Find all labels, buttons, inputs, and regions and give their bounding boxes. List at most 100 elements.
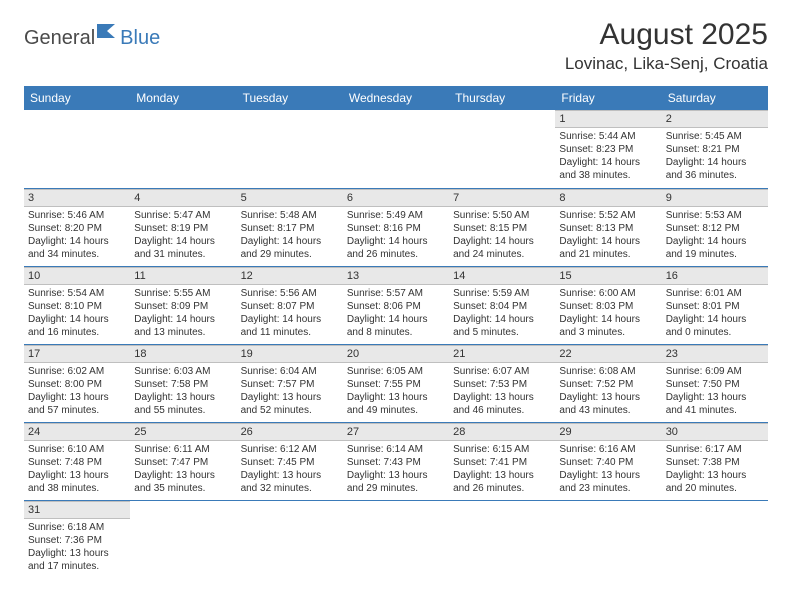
sunrise-line: Sunrise: 6:03 AM <box>134 365 232 378</box>
day-content: Sunrise: 5:50 AMSunset: 8:15 PMDaylight:… <box>449 207 555 265</box>
calendar-cell <box>130 500 236 578</box>
calendar-cell: 16Sunrise: 6:01 AMSunset: 8:01 PMDayligh… <box>662 266 768 344</box>
daylight-line: Daylight: 14 hours and 0 minutes. <box>666 313 764 339</box>
sunrise-line: Sunrise: 6:04 AM <box>241 365 339 378</box>
sunset-line: Sunset: 7:40 PM <box>559 456 657 469</box>
day-number: 5 <box>237 189 343 207</box>
sunrise-line: Sunrise: 6:07 AM <box>453 365 551 378</box>
calendar-cell <box>130 110 236 188</box>
sunset-line: Sunset: 7:48 PM <box>28 456 126 469</box>
sunrise-line: Sunrise: 5:44 AM <box>559 130 657 143</box>
day-content: Sunrise: 6:08 AMSunset: 7:52 PMDaylight:… <box>555 363 661 421</box>
sunset-line: Sunset: 7:55 PM <box>347 378 445 391</box>
sunset-line: Sunset: 8:07 PM <box>241 300 339 313</box>
calendar-cell: 27Sunrise: 6:14 AMSunset: 7:43 PMDayligh… <box>343 422 449 500</box>
calendar-cell: 25Sunrise: 6:11 AMSunset: 7:47 PMDayligh… <box>130 422 236 500</box>
calendar-cell: 31Sunrise: 6:18 AMSunset: 7:36 PMDayligh… <box>24 500 130 578</box>
weekday-header: Monday <box>130 86 236 110</box>
calendar-row: 17Sunrise: 6:02 AMSunset: 8:00 PMDayligh… <box>24 344 768 422</box>
day-number: 6 <box>343 189 449 207</box>
calendar-cell: 29Sunrise: 6:16 AMSunset: 7:40 PMDayligh… <box>555 422 661 500</box>
calendar-cell: 30Sunrise: 6:17 AMSunset: 7:38 PMDayligh… <box>662 422 768 500</box>
day-number: 11 <box>130 267 236 285</box>
day-content: Sunrise: 5:45 AMSunset: 8:21 PMDaylight:… <box>662 128 768 186</box>
day-number: 21 <box>449 345 555 363</box>
calendar-cell: 3Sunrise: 5:46 AMSunset: 8:20 PMDaylight… <box>24 188 130 266</box>
daylight-line: Daylight: 14 hours and 8 minutes. <box>347 313 445 339</box>
day-number: 2 <box>662 110 768 128</box>
sunset-line: Sunset: 7:58 PM <box>134 378 232 391</box>
day-number: 20 <box>343 345 449 363</box>
day-content: Sunrise: 5:48 AMSunset: 8:17 PMDaylight:… <box>237 207 343 265</box>
day-content: Sunrise: 5:49 AMSunset: 8:16 PMDaylight:… <box>343 207 449 265</box>
calendar-cell: 18Sunrise: 6:03 AMSunset: 7:58 PMDayligh… <box>130 344 236 422</box>
sunrise-line: Sunrise: 6:05 AM <box>347 365 445 378</box>
day-number: 16 <box>662 267 768 285</box>
day-number: 18 <box>130 345 236 363</box>
daylight-line: Daylight: 14 hours and 34 minutes. <box>28 235 126 261</box>
logo-text-general: General <box>24 27 95 50</box>
day-content: Sunrise: 6:11 AMSunset: 7:47 PMDaylight:… <box>130 441 236 499</box>
sunrise-line: Sunrise: 5:47 AM <box>134 209 232 222</box>
sunrise-line: Sunrise: 6:14 AM <box>347 443 445 456</box>
day-number: 1 <box>555 110 661 128</box>
calendar-cell: 5Sunrise: 5:48 AMSunset: 8:17 PMDaylight… <box>237 188 343 266</box>
daylight-line: Daylight: 13 hours and 20 minutes. <box>666 469 764 495</box>
weekday-header-row: Sunday Monday Tuesday Wednesday Thursday… <box>24 86 768 110</box>
sunrise-line: Sunrise: 5:48 AM <box>241 209 339 222</box>
calendar-cell: 7Sunrise: 5:50 AMSunset: 8:15 PMDaylight… <box>449 188 555 266</box>
daylight-line: Daylight: 13 hours and 35 minutes. <box>134 469 232 495</box>
sunset-line: Sunset: 7:36 PM <box>28 534 126 547</box>
day-content: Sunrise: 5:46 AMSunset: 8:20 PMDaylight:… <box>24 207 130 265</box>
daylight-line: Daylight: 14 hours and 5 minutes. <box>453 313 551 339</box>
day-number: 10 <box>24 267 130 285</box>
flag-icon <box>97 24 119 45</box>
day-content: Sunrise: 5:44 AMSunset: 8:23 PMDaylight:… <box>555 128 661 186</box>
sunrise-line: Sunrise: 5:55 AM <box>134 287 232 300</box>
sunset-line: Sunset: 7:38 PM <box>666 456 764 469</box>
calendar-cell: 14Sunrise: 5:59 AMSunset: 8:04 PMDayligh… <box>449 266 555 344</box>
calendar-row: 1Sunrise: 5:44 AMSunset: 8:23 PMDaylight… <box>24 110 768 188</box>
day-content: Sunrise: 6:09 AMSunset: 7:50 PMDaylight:… <box>662 363 768 421</box>
day-content: Sunrise: 6:02 AMSunset: 8:00 PMDaylight:… <box>24 363 130 421</box>
sunrise-line: Sunrise: 6:02 AM <box>28 365 126 378</box>
daylight-line: Daylight: 14 hours and 29 minutes. <box>241 235 339 261</box>
sunrise-line: Sunrise: 6:01 AM <box>666 287 764 300</box>
calendar-cell: 21Sunrise: 6:07 AMSunset: 7:53 PMDayligh… <box>449 344 555 422</box>
logo-text-blue: Blue <box>120 27 160 50</box>
sunset-line: Sunset: 8:03 PM <box>559 300 657 313</box>
calendar-cell <box>343 110 449 188</box>
sunrise-line: Sunrise: 5:46 AM <box>28 209 126 222</box>
day-number: 26 <box>237 423 343 441</box>
sunset-line: Sunset: 8:16 PM <box>347 222 445 235</box>
sunrise-line: Sunrise: 6:15 AM <box>453 443 551 456</box>
daylight-line: Daylight: 14 hours and 16 minutes. <box>28 313 126 339</box>
day-number: 7 <box>449 189 555 207</box>
sunrise-line: Sunrise: 5:53 AM <box>666 209 764 222</box>
daylight-line: Daylight: 14 hours and 38 minutes. <box>559 156 657 182</box>
day-number: 13 <box>343 267 449 285</box>
calendar-cell: 23Sunrise: 6:09 AMSunset: 7:50 PMDayligh… <box>662 344 768 422</box>
sunset-line: Sunset: 8:15 PM <box>453 222 551 235</box>
calendar-row: 3Sunrise: 5:46 AMSunset: 8:20 PMDaylight… <box>24 188 768 266</box>
daylight-line: Daylight: 13 hours and 23 minutes. <box>559 469 657 495</box>
day-content: Sunrise: 6:15 AMSunset: 7:41 PMDaylight:… <box>449 441 555 499</box>
sunset-line: Sunset: 7:47 PM <box>134 456 232 469</box>
day-number: 3 <box>24 189 130 207</box>
day-content: Sunrise: 5:56 AMSunset: 8:07 PMDaylight:… <box>237 285 343 343</box>
day-number: 19 <box>237 345 343 363</box>
sunset-line: Sunset: 7:50 PM <box>666 378 764 391</box>
daylight-line: Daylight: 13 hours and 49 minutes. <box>347 391 445 417</box>
daylight-line: Daylight: 13 hours and 26 minutes. <box>453 469 551 495</box>
calendar-cell: 15Sunrise: 6:00 AMSunset: 8:03 PMDayligh… <box>555 266 661 344</box>
sunset-line: Sunset: 7:53 PM <box>453 378 551 391</box>
daylight-line: Daylight: 13 hours and 29 minutes. <box>347 469 445 495</box>
calendar-cell: 26Sunrise: 6:12 AMSunset: 7:45 PMDayligh… <box>237 422 343 500</box>
calendar-cell <box>662 500 768 578</box>
sunset-line: Sunset: 8:09 PM <box>134 300 232 313</box>
calendar-cell: 19Sunrise: 6:04 AMSunset: 7:57 PMDayligh… <box>237 344 343 422</box>
day-content: Sunrise: 6:16 AMSunset: 7:40 PMDaylight:… <box>555 441 661 499</box>
day-number: 9 <box>662 189 768 207</box>
day-number: 28 <box>449 423 555 441</box>
daylight-line: Daylight: 14 hours and 3 minutes. <box>559 313 657 339</box>
